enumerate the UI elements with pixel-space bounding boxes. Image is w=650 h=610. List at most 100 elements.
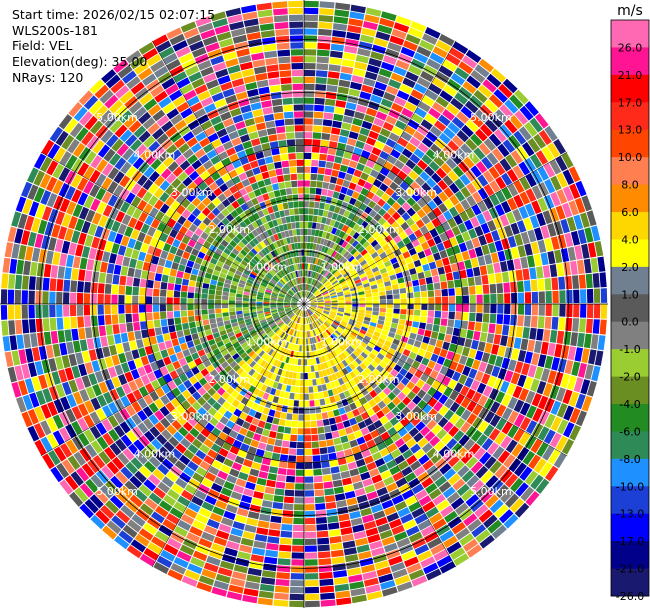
range-gate [248,340,256,347]
range-gate [337,457,347,466]
range-gate [455,253,464,263]
range-gate [215,313,223,318]
range-gate [332,120,342,129]
range-gate [449,194,460,206]
range-gate [316,309,323,313]
range-gate [66,341,75,355]
range-gate [237,449,248,458]
range-gate [290,427,298,435]
range-gate [446,491,460,504]
range-gate [324,354,329,362]
range-gate [517,304,525,315]
range-gate [232,259,241,266]
range-gate [225,163,235,173]
range-gate [27,425,40,442]
range-gate [226,474,238,484]
range-gate [394,454,406,465]
range-gate [394,333,402,341]
range-gate [297,317,301,324]
range-gate [338,345,346,352]
range-gate [102,432,114,446]
range-gate [139,278,147,288]
range-gate [445,247,455,257]
range-gate [197,212,207,222]
range-gate [369,209,378,218]
range-gate [163,225,173,235]
range-gate [484,99,499,113]
range-gate [284,230,290,238]
range-gate [125,404,136,417]
range-gate [452,327,461,337]
range-gate [150,158,162,170]
range-gate [178,264,186,272]
range-gate [401,202,411,212]
range-gate [304,249,307,256]
range-gate [235,393,244,402]
range-gate [314,229,320,237]
range-gate [134,377,144,389]
range-gate [159,406,170,417]
range-gate [413,148,425,159]
range-gate [550,416,562,432]
range-gate [250,270,258,277]
range-gate [526,405,537,419]
range-gate [0,305,8,320]
range-gate [475,128,488,142]
range-gate [307,317,311,324]
range-gate [422,393,432,403]
range-gate [129,340,138,351]
range-gate [349,229,356,237]
range-gate [142,73,157,86]
range-gate [85,327,93,339]
range-gate [356,226,365,234]
range-gate [162,52,178,65]
range-gate [424,27,441,39]
range-gate [405,159,416,170]
range-gate [99,89,114,104]
range-gate [115,386,126,398]
range-gate [346,138,357,147]
range-gate [70,174,83,188]
range-gate [267,330,274,336]
range-gate [182,349,191,358]
range-gate [266,543,279,551]
range-gate [138,67,153,81]
range-gate [305,270,308,277]
range-gate [343,484,354,493]
range-gate [194,292,201,299]
range-gate [265,549,278,558]
range-gate [343,314,350,319]
range-gate [575,410,587,427]
range-gate [197,349,206,357]
range-gate [304,476,314,483]
range-gate [148,195,159,207]
range-gate [349,417,358,426]
range-gate [430,452,443,464]
range-gate [342,316,350,321]
range-gate [427,397,438,408]
range-gate [475,465,489,479]
range-gate [291,272,296,279]
range-gate [304,166,311,173]
range-gate [306,324,309,331]
range-gate [284,297,291,301]
range-gate [182,322,190,330]
range-gate [344,294,351,298]
range-gate [21,275,29,290]
range-gate [544,316,552,329]
range-gate [236,367,244,376]
range-gate [220,252,229,260]
range-gate [295,293,300,299]
range-gate [265,254,272,261]
range-gate [168,436,180,448]
range-gate [370,429,380,439]
range-gate [289,280,294,287]
range-gate [52,343,61,357]
range-gate [292,306,298,310]
range-gate [452,271,460,280]
range-gate [329,459,339,467]
range-gate [310,301,317,303]
range-gate [392,313,400,319]
range-gate [269,260,276,267]
range-gate [506,383,517,396]
